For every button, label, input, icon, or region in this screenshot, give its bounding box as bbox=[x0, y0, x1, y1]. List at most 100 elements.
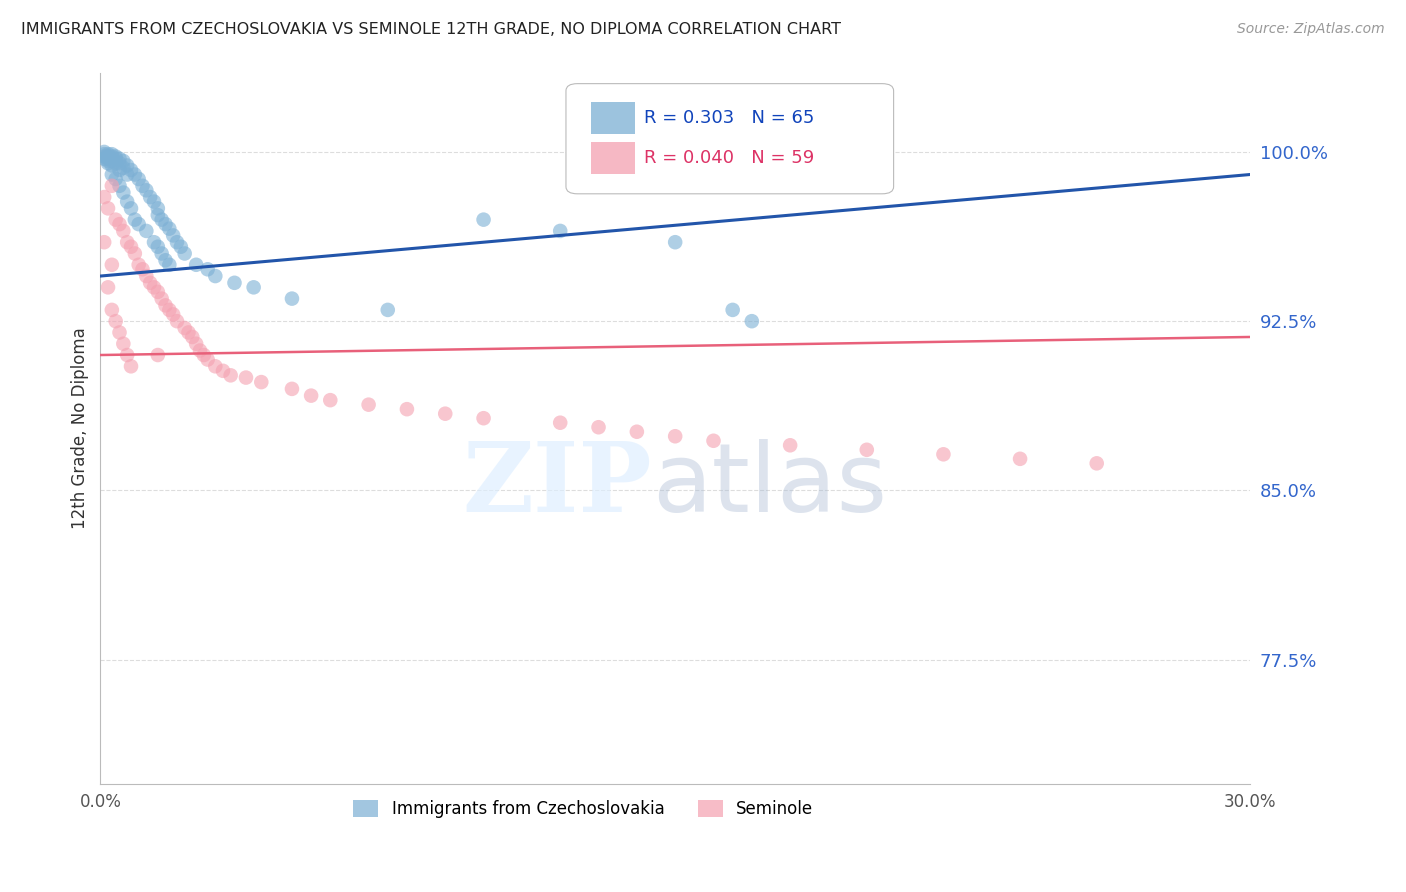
Point bbox=[250, 375, 273, 389]
FancyBboxPatch shape bbox=[567, 84, 894, 194]
Point bbox=[548, 416, 571, 430]
Point bbox=[377, 302, 399, 317]
Text: R = 0.040   N = 59: R = 0.040 N = 59 bbox=[644, 149, 814, 168]
Point bbox=[472, 411, 495, 425]
Point bbox=[166, 235, 188, 250]
Point bbox=[155, 217, 177, 231]
Point bbox=[157, 258, 180, 272]
Text: atlas: atlas bbox=[652, 439, 887, 532]
Point bbox=[855, 442, 877, 457]
Point bbox=[108, 156, 131, 170]
Point bbox=[112, 336, 135, 351]
Point bbox=[1010, 451, 1032, 466]
Point bbox=[97, 147, 120, 161]
Point bbox=[115, 168, 138, 182]
Point bbox=[197, 262, 219, 277]
Point bbox=[108, 326, 131, 340]
Point bbox=[93, 152, 115, 166]
Point bbox=[212, 364, 235, 378]
Point bbox=[104, 314, 127, 328]
Point bbox=[97, 152, 120, 166]
Point bbox=[97, 149, 120, 163]
Point bbox=[93, 149, 115, 163]
Legend: Immigrants from Czechoslovakia, Seminole: Immigrants from Czechoslovakia, Seminole bbox=[347, 794, 820, 825]
Point bbox=[112, 224, 135, 238]
Point bbox=[143, 235, 166, 250]
Point bbox=[1085, 456, 1108, 470]
Point bbox=[173, 246, 195, 260]
Point bbox=[319, 393, 342, 408]
Point bbox=[115, 348, 138, 362]
Point bbox=[120, 202, 142, 216]
Point bbox=[186, 336, 208, 351]
Point bbox=[157, 221, 180, 235]
Point bbox=[162, 307, 184, 321]
Point bbox=[150, 292, 173, 306]
Point bbox=[131, 262, 153, 277]
Point bbox=[120, 359, 142, 374]
Point bbox=[139, 276, 162, 290]
Point bbox=[93, 235, 115, 250]
Point bbox=[146, 285, 169, 299]
Point bbox=[155, 253, 177, 268]
Point bbox=[146, 208, 169, 222]
Point bbox=[177, 326, 200, 340]
Point bbox=[357, 398, 380, 412]
Point bbox=[242, 280, 264, 294]
Text: ZIP: ZIP bbox=[463, 438, 652, 533]
Bar bbox=[592, 143, 636, 174]
Point bbox=[143, 194, 166, 209]
Point bbox=[93, 190, 115, 204]
Point bbox=[101, 159, 124, 173]
Point bbox=[395, 402, 418, 417]
Point bbox=[93, 145, 115, 159]
Point bbox=[143, 280, 166, 294]
Point bbox=[135, 224, 157, 238]
Point bbox=[281, 292, 304, 306]
Point bbox=[124, 212, 146, 227]
Point bbox=[135, 183, 157, 197]
Point bbox=[120, 163, 142, 178]
Point bbox=[166, 314, 188, 328]
Point bbox=[108, 217, 131, 231]
Y-axis label: 12th Grade, No Diploma: 12th Grade, No Diploma bbox=[72, 327, 89, 529]
Point bbox=[104, 149, 127, 163]
Point bbox=[721, 302, 744, 317]
Point bbox=[299, 389, 322, 403]
Point bbox=[104, 212, 127, 227]
Point bbox=[101, 149, 124, 163]
Point bbox=[219, 368, 242, 383]
Point bbox=[97, 153, 120, 168]
Point bbox=[224, 276, 246, 290]
Point bbox=[150, 246, 173, 260]
Point bbox=[115, 194, 138, 209]
Point bbox=[235, 370, 257, 384]
Point bbox=[193, 348, 215, 362]
Point bbox=[104, 172, 127, 186]
Point bbox=[108, 163, 131, 178]
Point bbox=[101, 168, 124, 182]
Point bbox=[281, 382, 304, 396]
Point bbox=[186, 258, 208, 272]
Point bbox=[108, 152, 131, 166]
Point bbox=[702, 434, 724, 448]
Point bbox=[104, 156, 127, 170]
Point bbox=[124, 246, 146, 260]
Point bbox=[115, 159, 138, 173]
Point bbox=[135, 268, 157, 283]
Point bbox=[181, 330, 204, 344]
Point bbox=[434, 407, 457, 421]
Point bbox=[932, 447, 955, 461]
Point bbox=[170, 240, 193, 254]
Point bbox=[97, 156, 120, 170]
Point bbox=[112, 153, 135, 168]
Point bbox=[197, 352, 219, 367]
Point bbox=[548, 224, 571, 238]
Point bbox=[112, 161, 135, 175]
Point bbox=[741, 314, 763, 328]
Point bbox=[108, 178, 131, 193]
Point bbox=[124, 168, 146, 182]
Point bbox=[173, 321, 195, 335]
Point bbox=[204, 268, 226, 283]
Point bbox=[131, 178, 153, 193]
